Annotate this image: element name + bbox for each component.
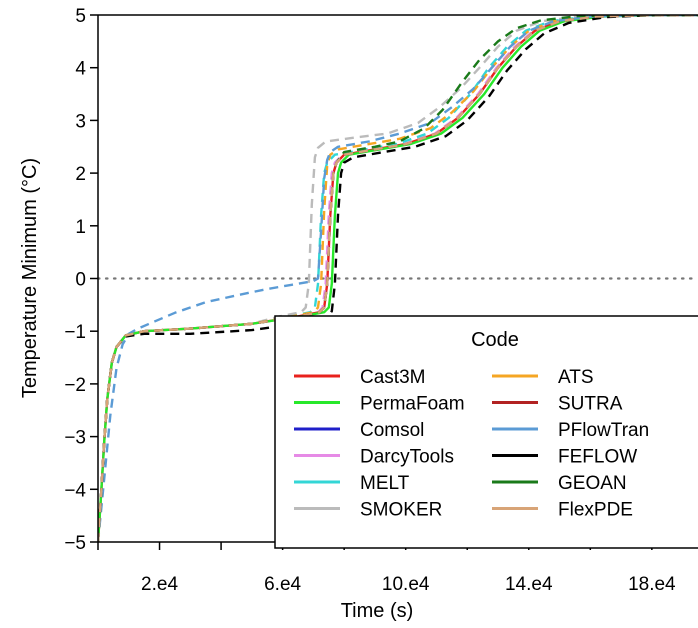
- y-axis-label: Temperature Minimum (°C): [19, 158, 41, 398]
- series-line-pflowtran: [98, 15, 698, 542]
- legend-label-ats: ATS: [558, 367, 594, 388]
- y-tick-label: −1: [64, 322, 86, 343]
- x-tick-label: 18.e4: [628, 574, 676, 595]
- y-tick-label: 3: [75, 111, 86, 132]
- legend-label-melt: MELT: [360, 473, 410, 494]
- series-line-feflow: [98, 15, 698, 542]
- x-axis-label: Time (s): [341, 600, 414, 622]
- legend-label-smoker: SMOKER: [360, 500, 442, 521]
- legend-label-darcytools: DarcyTools: [360, 447, 454, 468]
- legend-label-feflow: FEFLOW: [558, 447, 637, 468]
- y-tick-label: −5: [64, 533, 86, 554]
- x-tick-label: 6.e4: [264, 574, 301, 595]
- x-tick-label: 14.e4: [505, 574, 553, 595]
- legend-title: Code: [471, 329, 519, 351]
- y-tick-label: 2: [75, 164, 86, 185]
- legend-box: [274, 315, 698, 549]
- legend-label-pflowtran: PFlowTran: [558, 420, 649, 441]
- y-tick-label: 5: [75, 6, 86, 27]
- y-tick-label: −2: [64, 375, 86, 396]
- series-line-melt: [98, 15, 698, 542]
- legend-label-geoan: GEOAN: [558, 473, 627, 494]
- x-tick-label: 10.e4: [382, 574, 430, 595]
- series-line-flexpde: [98, 15, 698, 542]
- legend-label-flexpde: FlexPDE: [558, 500, 633, 521]
- legend-label-permafoam: PermaFoam: [360, 394, 465, 415]
- y-tick-label: −3: [64, 428, 86, 449]
- y-tick-label: −4: [64, 480, 86, 501]
- x-tick-label: 2.e4: [141, 574, 178, 595]
- legend-label-cast3m: Cast3M: [360, 367, 425, 388]
- y-tick-label: 4: [75, 59, 86, 80]
- series-line-permafoam: [98, 15, 698, 542]
- legend-label-sutra: SUTRA: [558, 394, 623, 415]
- y-tick-label: 1: [75, 217, 86, 238]
- legend-label-comsol: Comsol: [360, 420, 424, 441]
- y-tick-label: 0: [75, 270, 86, 291]
